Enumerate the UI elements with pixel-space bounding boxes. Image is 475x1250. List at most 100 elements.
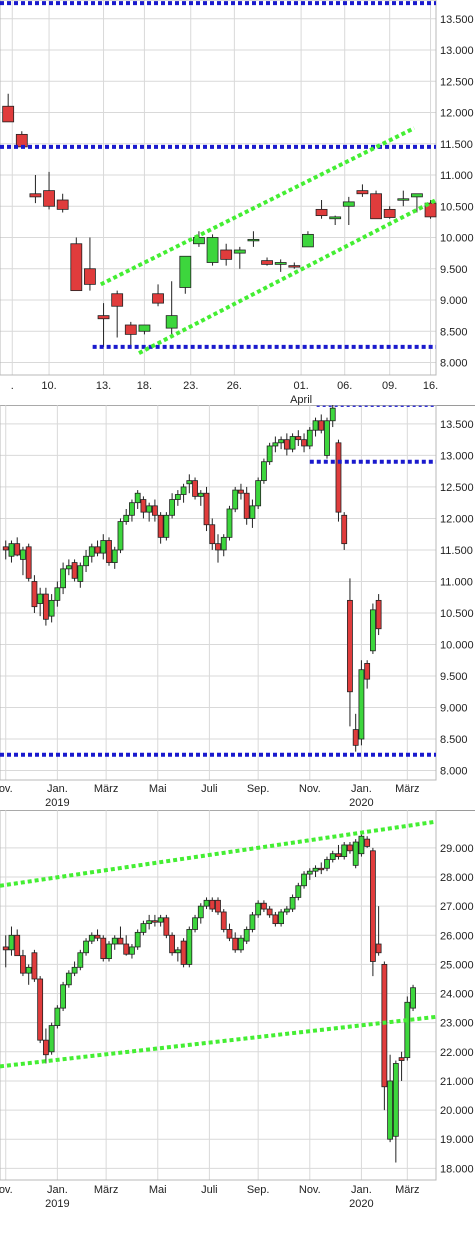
candle-up [324, 420, 330, 456]
candle-down [315, 208, 328, 217]
candle-down [383, 208, 396, 218]
candle-up [410, 987, 416, 1009]
candle-down [14, 543, 21, 556]
x-year-label: 2020 [349, 1198, 373, 1210]
candle-down [140, 499, 147, 513]
candle-down [398, 1057, 405, 1061]
candle-up [324, 859, 330, 869]
candle-down [2, 946, 9, 951]
candle-up [60, 984, 67, 1009]
y-tick-label: 13.500 [440, 14, 474, 26]
candle-up [54, 587, 61, 601]
candle-up [302, 233, 314, 248]
candle-down [209, 524, 216, 545]
candle-up [146, 920, 153, 925]
candle-down [209, 899, 216, 910]
candle-down [375, 599, 382, 630]
candle-up [129, 502, 135, 516]
candle-down [151, 505, 158, 516]
candle-up [8, 934, 15, 951]
candle-up [174, 494, 181, 500]
candle-down [318, 420, 325, 431]
candle-down [215, 899, 221, 913]
candle-down [381, 964, 388, 1088]
candle-up [289, 436, 296, 450]
candle-up [255, 902, 262, 916]
candle-down [272, 914, 279, 925]
candle-up [100, 540, 107, 554]
candle-up [123, 514, 130, 522]
x-tick-label: Sep. [247, 1184, 270, 1196]
candle-down [163, 917, 170, 936]
candlestick-chart-3: 18.000 19.000 20.000 21.000 22.000 23.000 24.0… [0, 810, 474, 1210]
candle-down [42, 1039, 49, 1056]
candle-down [117, 937, 124, 945]
candle-up [249, 505, 256, 519]
candle-down [106, 540, 112, 563]
candle-down [43, 190, 55, 207]
candles [2, 833, 416, 1163]
candle-down [364, 838, 371, 847]
x-year-label: April [290, 394, 312, 405]
candlestick-chart-2: 8.000 8.500 9.000 9.500 10.000 10.500 11.000 11… [0, 405, 474, 809]
candle-down [243, 492, 250, 519]
x-tick-label: Jan. [351, 783, 372, 795]
candle-up [341, 844, 348, 858]
y-tick-label: 11.500 [440, 545, 473, 557]
candle-up [71, 966, 78, 974]
candle-up [193, 237, 205, 245]
candle-up [186, 929, 193, 965]
chart-panel-1: 8.000 8.500 9.000 9.500 10.000 10.500 11.000 11… [0, 0, 475, 405]
candle-down [31, 952, 38, 980]
y-tick-label: 12.500 [440, 482, 474, 494]
candle-down [220, 911, 227, 930]
x-tick-label: 10. [41, 380, 56, 392]
trend-channel-line [0, 819, 437, 888]
candle-up [77, 565, 84, 582]
candle-up [8, 543, 15, 557]
candles [2, 93, 437, 347]
y-tick-label: 22.000 [440, 1047, 474, 1059]
candle-up [138, 324, 151, 332]
candle-up [129, 946, 135, 955]
candle-up [352, 841, 359, 866]
y-tick-label: 10.500 [440, 608, 474, 620]
candle-down [335, 853, 342, 858]
x-tick-label: ov. [0, 1184, 13, 1196]
candle-down [375, 943, 382, 954]
x-tick-label: Jan. [47, 1184, 68, 1196]
candle-down [169, 934, 176, 954]
y-tick-label: 20.000 [440, 1105, 474, 1117]
candle-down [56, 199, 69, 210]
candle-down [100, 937, 107, 959]
candle-up [397, 198, 410, 201]
candle-down [347, 844, 353, 852]
candle-up [179, 255, 192, 288]
candle-up [106, 943, 112, 959]
candle-down [238, 489, 244, 494]
y-tick-label: 18.000 [440, 1163, 474, 1175]
y-tick-label: 8.500 [440, 734, 468, 746]
y-tick-label: 9.000 [440, 295, 468, 307]
y-tick-label: 12.000 [440, 108, 474, 120]
candle-up [146, 505, 153, 513]
candle-up [342, 201, 355, 207]
candle-up [233, 249, 246, 254]
candle-down [25, 546, 32, 579]
candle-up [238, 937, 244, 951]
candle-down [260, 902, 267, 910]
candle-up [117, 521, 124, 551]
candle-down [266, 908, 273, 916]
candle-up [226, 508, 233, 538]
candle-up [37, 593, 44, 604]
candle-up [206, 237, 219, 263]
y-tick-label: 8.000 [440, 766, 468, 778]
candle-up [134, 492, 141, 504]
candle-down [364, 663, 371, 680]
candle-down [2, 546, 9, 551]
candle-up [283, 908, 290, 913]
candle-up [25, 966, 32, 974]
candle-up [54, 1007, 61, 1026]
x-tick-label: 16. [423, 380, 438, 392]
candle-down [84, 268, 96, 285]
